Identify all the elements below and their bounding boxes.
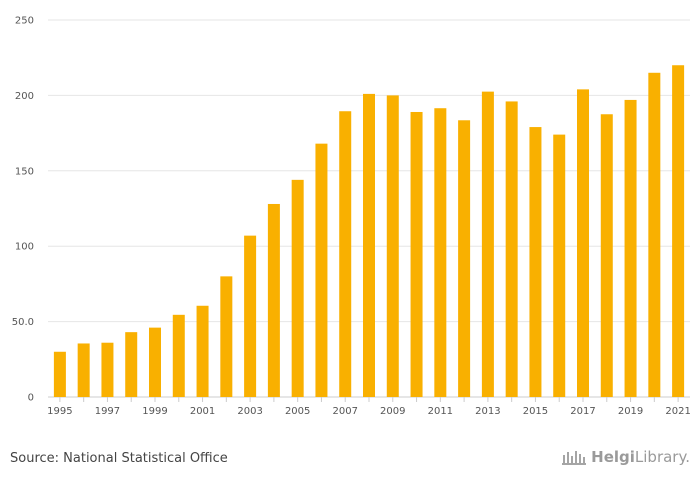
bar-1997 xyxy=(101,342,114,397)
bar-series xyxy=(53,65,685,398)
y-tick-label: 100 xyxy=(15,242,34,253)
y-tick-label: 200 xyxy=(15,91,34,102)
bar-2006 xyxy=(315,143,328,397)
bar-1995 xyxy=(53,351,66,397)
x-axis-ticks: 1995 1997 1999 2001 2003 2005 2007 2009 2011 2013… xyxy=(47,397,691,417)
y-tick-label: 150 xyxy=(15,166,34,177)
y-tick-label: 50.0 xyxy=(12,317,34,328)
bar-2009 xyxy=(386,95,399,398)
x-tick-label: 2001 xyxy=(190,406,215,417)
brand-dot: . xyxy=(685,448,690,466)
x-tick-label: 2015 xyxy=(523,406,548,417)
bar-2021 xyxy=(672,65,685,398)
bar-2010 xyxy=(410,111,423,397)
bar-2018 xyxy=(600,114,613,397)
bar-2017 xyxy=(577,89,589,398)
y-axis-ticks: 0 50.0 100 150 200 250 xyxy=(12,16,34,404)
x-tick-label: 2007 xyxy=(332,406,357,417)
source-note: Source: National Statistical Office xyxy=(10,451,228,466)
brand-suffix: Library xyxy=(634,448,686,466)
brand-logo: HelgiLibrary. xyxy=(561,447,690,467)
bar-2007 xyxy=(339,111,352,397)
x-tick-label: 2005 xyxy=(285,406,310,417)
bar-2011 xyxy=(434,108,447,397)
bar-2020 xyxy=(648,72,661,397)
x-tick-label: 2009 xyxy=(380,406,405,417)
bar-2019 xyxy=(624,99,637,397)
bar-2000 xyxy=(172,314,185,397)
bar-1999 xyxy=(149,327,161,397)
bar-2002 xyxy=(220,276,233,397)
x-tick-label: 2017 xyxy=(570,406,595,417)
y-tick-label: 0 xyxy=(28,393,34,404)
bar-2001 xyxy=(196,305,209,397)
x-tick-label: 2003 xyxy=(237,406,262,417)
bar-2004 xyxy=(267,203,280,397)
bar-2008 xyxy=(363,93,375,397)
bar-chart: 0 50.0 100 150 200 250 1995 1997 1999 2001 2003 20… xyxy=(12,16,691,418)
bar-2012 xyxy=(458,120,471,398)
bar-2016 xyxy=(553,134,566,397)
bar-2005 xyxy=(291,179,304,397)
bar-1996 xyxy=(77,343,90,397)
brand-name: Helgi xyxy=(591,448,635,466)
y-tick-label: 250 xyxy=(15,16,34,27)
bar-2003 xyxy=(244,235,257,397)
x-tick-label: 1999 xyxy=(142,406,167,417)
helgi-library-icon xyxy=(562,451,587,465)
x-tick-label: 2021 xyxy=(665,406,690,417)
x-tick-label: 2019 xyxy=(618,406,643,417)
bar-2014 xyxy=(505,101,518,397)
bar-2015 xyxy=(529,127,542,398)
x-tick-label: 2011 xyxy=(428,406,453,417)
bar-1998 xyxy=(125,332,138,397)
x-tick-label: 2013 xyxy=(475,406,500,417)
bar-2013 xyxy=(481,91,494,397)
x-tick-label: 1995 xyxy=(47,406,72,417)
x-tick-label: 1997 xyxy=(95,406,120,417)
